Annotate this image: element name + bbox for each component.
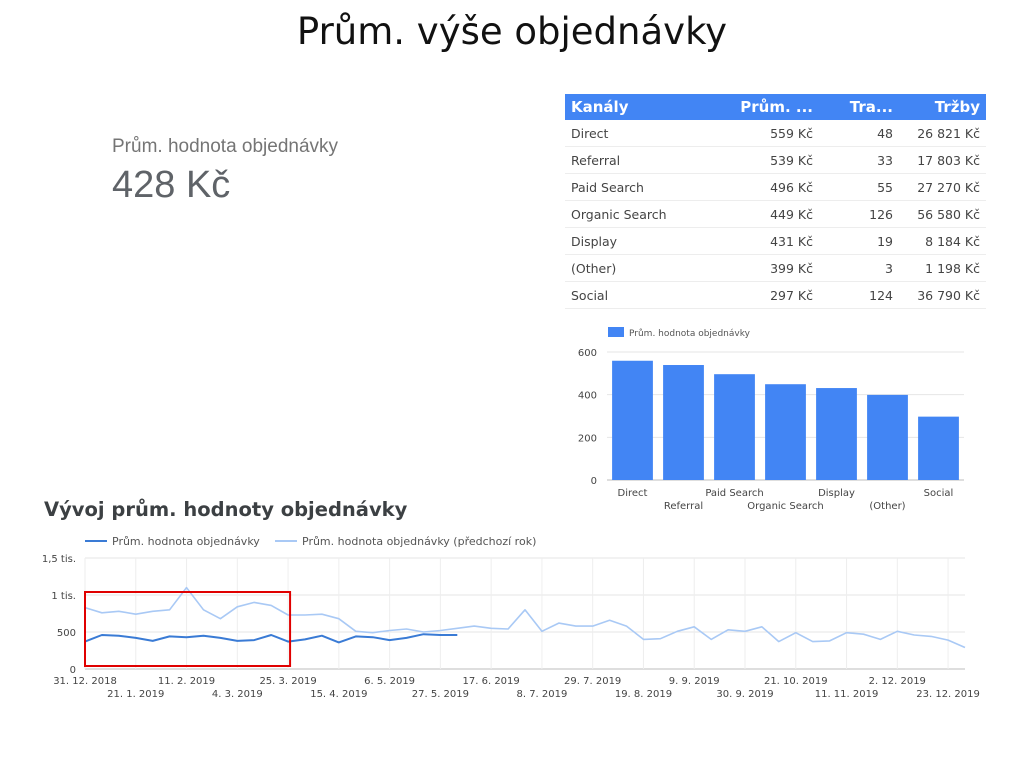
line-y-tick-label: 0: [70, 665, 76, 676]
bar-y-tick-label: 200: [578, 433, 597, 444]
cell-avg-order: 431 Kč: [707, 227, 819, 255]
scorecard-label: Prům. hodnota objednávky: [112, 136, 339, 157]
line-x-tick-label: 6. 5. 2019: [364, 676, 415, 687]
table-row: Referral 539 Kč 33 17 803 Kč: [565, 146, 986, 174]
cell-revenue: 27 270 Kč: [899, 173, 986, 201]
cell-avg-order: 539 Kč: [707, 146, 819, 174]
bar-y-tick-label: 0: [591, 476, 597, 487]
line-x-tick-label: 11. 11. 2019: [815, 689, 879, 700]
bar-legend-swatch: [608, 327, 624, 337]
bar-x-tick-label: Referral: [664, 501, 703, 512]
scorecard-value: 428 Kč: [112, 164, 231, 206]
column-header-avg-order[interactable]: Prům. ...: [707, 94, 819, 120]
line-x-tick-label: 27. 5. 2019: [412, 689, 469, 700]
table-row: (Other) 399 Kč 3 1 198 Kč: [565, 254, 986, 282]
line-series-previous-year: [84, 586, 966, 649]
line-series-current: [84, 633, 458, 644]
highlight-box: [84, 591, 292, 667]
column-header-revenue[interactable]: Tržby: [899, 94, 986, 120]
bar-y-tick-label: 400: [578, 391, 597, 402]
page-title: Prům. výše objednávky: [296, 10, 728, 53]
section-title: Vývoj prům. hodnoty objednávky: [44, 498, 408, 521]
line-y-tick-label: 500: [57, 628, 76, 639]
cell-revenue: 17 803 Kč: [899, 146, 986, 174]
channels-table: Kanály Prům. ... Tra... Tržby Direct 559 …: [565, 94, 986, 309]
bar: [612, 360, 653, 480]
bar: [816, 388, 857, 480]
cell-transactions: 126: [819, 200, 899, 228]
cell-transactions: 3: [819, 254, 899, 282]
scorecard: Prům. hodnota objednávky 428 Kč: [112, 136, 338, 207]
line-x-tick-label: 21. 1. 2019: [107, 689, 164, 700]
table-row: Direct 559 Kč 48 26 821 Kč: [565, 120, 986, 147]
table-row: Display 431 Kč 19 8 184 Kč: [565, 227, 986, 255]
table-row: Social 297 Kč 124 36 790 Kč: [565, 281, 986, 309]
bar: [867, 394, 908, 480]
bar-x-tick-label: Social: [924, 488, 954, 499]
table-row: Paid Search 496 Kč 55 27 270 Kč: [565, 173, 986, 201]
cell-revenue: 36 790 Kč: [899, 281, 986, 309]
line-legend-label-previous: Prům. hodnota objednávky (předchozí rok): [302, 535, 536, 548]
cell-avg-order: 297 Kč: [707, 281, 819, 309]
cell-revenue: 56 580 Kč: [899, 200, 986, 228]
cell-channel: Display: [565, 227, 707, 255]
cell-transactions: 124: [819, 281, 899, 309]
line-x-tick-label: 31. 12. 2018: [53, 676, 117, 687]
line-x-tick-label: 21. 10. 2019: [764, 676, 828, 687]
cell-transactions: 55: [819, 173, 899, 201]
bar-legend-label: Prům. hodnota objednávky: [629, 328, 751, 339]
column-header-transactions[interactable]: Tra...: [819, 94, 899, 120]
bar: [765, 384, 806, 480]
table-header-row: Kanály Prům. ... Tra... Tržby: [565, 94, 986, 120]
line-x-tick-label: 8. 7. 2019: [516, 689, 567, 700]
bar-y-tick-label: 600: [578, 348, 597, 359]
line-x-tick-label: 2. 12. 2019: [869, 676, 926, 687]
cell-avg-order: 559 Kč: [707, 120, 819, 147]
line-y-tick-label: 1,5 tis.: [42, 554, 76, 565]
cell-transactions: 48: [819, 120, 899, 147]
cell-transactions: 19: [819, 227, 899, 255]
bar-x-tick-label: Display: [818, 488, 855, 499]
line-x-tick-label: 9. 9. 2019: [669, 676, 720, 687]
bar-x-tick-label: Paid Search: [705, 488, 763, 499]
cell-channel: Referral: [565, 146, 707, 174]
bar: [714, 374, 755, 480]
bar: [918, 416, 959, 480]
line-x-tick-label: 19. 8. 2019: [615, 689, 672, 700]
cell-avg-order: 496 Kč: [707, 173, 819, 201]
cell-channel: Direct: [565, 120, 707, 147]
cell-channel: Social: [565, 281, 707, 309]
line-x-tick-label: 23. 12. 2019: [916, 689, 980, 700]
line-x-tick-label: 25. 3. 2019: [259, 676, 316, 687]
bar: [663, 365, 704, 480]
line-x-tick-label: 4. 3. 2019: [212, 689, 263, 700]
cell-revenue: 26 821 Kč: [899, 120, 986, 147]
cell-avg-order: 449 Kč: [707, 200, 819, 228]
cell-channel: Organic Search: [565, 200, 707, 228]
bar-x-tick-label: Direct: [618, 488, 648, 499]
cell-avg-order: 399 Kč: [707, 254, 819, 282]
line-legend-label-current: Prům. hodnota objednávky: [112, 535, 260, 548]
cell-channel: (Other): [565, 254, 707, 282]
line-x-tick-label: 11. 2. 2019: [158, 676, 215, 687]
cell-channel: Paid Search: [565, 173, 707, 201]
line-x-tick-label: 30. 9. 2019: [716, 689, 773, 700]
line-y-tick-label: 1 tis.: [51, 591, 76, 602]
cell-revenue: 1 198 Kč: [899, 254, 986, 282]
bar-x-tick-label: Organic Search: [747, 501, 823, 512]
cell-revenue: 8 184 Kč: [899, 227, 986, 255]
column-header-channel[interactable]: Kanály: [565, 94, 707, 120]
line-x-tick-label: 15. 4. 2019: [310, 689, 367, 700]
table-row: Organic Search 449 Kč 126 56 580 Kč: [565, 200, 986, 228]
line-x-tick-label: 17. 6. 2019: [463, 676, 520, 687]
bar-x-tick-label: (Other): [869, 501, 905, 512]
line-x-tick-label: 29. 7. 2019: [564, 676, 621, 687]
cell-transactions: 33: [819, 146, 899, 174]
